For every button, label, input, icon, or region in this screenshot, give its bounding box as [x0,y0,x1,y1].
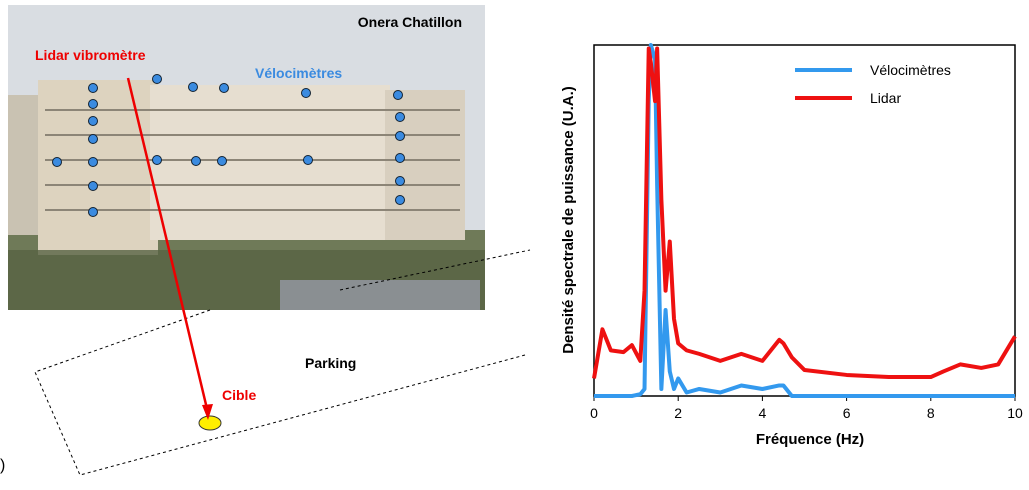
x-tick-label: 10 [1007,405,1023,421]
x-axis-label: Fréquence (Hz) [756,431,864,448]
sensor-dot [88,207,98,217]
sensor-dot [217,156,227,166]
x-tick-label: 8 [927,405,935,421]
photo: Onera Chatillon Vélocimètres Lidar vibro… [8,5,485,310]
parking-label: Parking [305,355,356,371]
x-tick-label: 6 [843,405,851,421]
sensor-dot [395,131,405,141]
y-axis-label: Densité spectrale de puissance (U.A.) [560,86,577,354]
sensor-dot [219,83,229,93]
sensor-dot [152,155,162,165]
site-label: Onera Chatillon [358,14,462,30]
x-tick-label: 2 [674,405,682,421]
panel-mark: ) [0,457,5,474]
beam-arrowhead [202,404,213,420]
target-label: Cible [222,387,256,403]
lidar-label: Lidar vibromètre [35,47,146,63]
parking-edge [34,309,526,476]
building-main [150,85,390,240]
parking-lot [280,280,480,310]
sensor-dot [393,90,403,100]
windows [45,109,460,211]
sensors-label: Vélocimètres [255,65,342,81]
sensor-dot [395,153,405,163]
sensor-dot [88,83,98,93]
series-line [592,46,1017,380]
building-left [8,95,38,235]
series-line [594,43,1015,398]
sensor-dot [52,157,62,167]
sensor-dot [395,195,405,205]
sensor-dot [188,82,198,92]
x-tick-label: 0 [590,405,598,421]
sensor-dot [88,99,98,109]
building-tower [38,80,158,255]
sensor-dot [88,116,98,126]
sensor-dot [88,181,98,191]
x-tick-label: 4 [759,405,767,421]
parking-edge [339,249,531,291]
sensor-dot [395,112,405,122]
legend-label: Lidar [870,90,901,106]
building-right [385,90,465,240]
target-marker [198,415,222,431]
sensor-dot [88,157,98,167]
sensor-dots [52,74,405,217]
sensor-dot [152,74,162,84]
sensor-dot [301,88,311,98]
sensor-dot [191,156,201,166]
legend-label: Vélocimètres [870,62,951,78]
sensor-dot [303,155,313,165]
lidar-beam [126,77,210,414]
parking-outline [34,249,531,476]
sensor-dot [395,176,405,186]
sensor-dot [88,134,98,144]
